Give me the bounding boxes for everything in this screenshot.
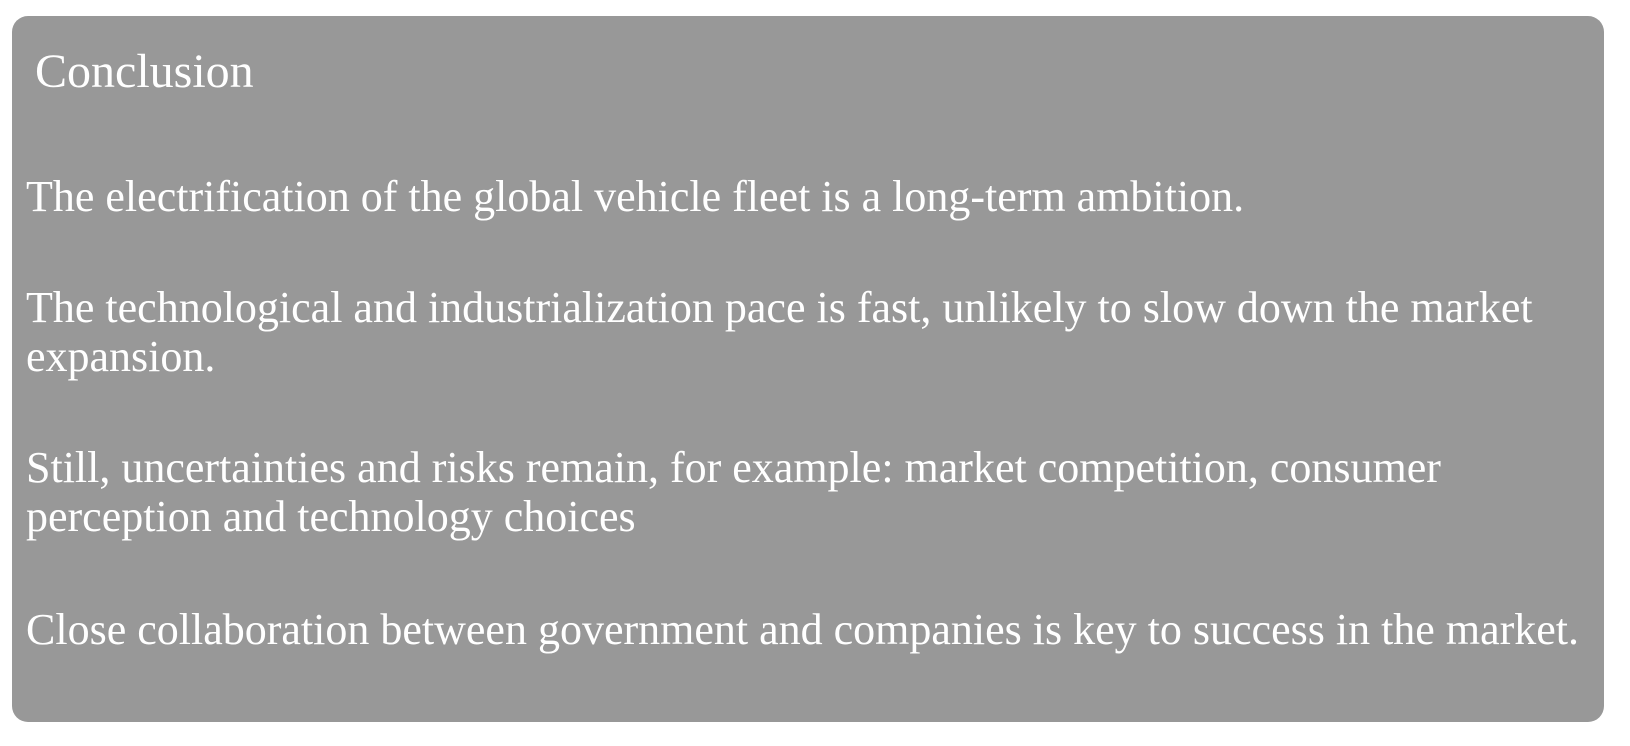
conclusion-paragraph-1: The electrification of the global vehicl… bbox=[26, 172, 1245, 221]
conclusion-card: Conclusion The electrification of the gl… bbox=[12, 16, 1604, 722]
slide-title: Conclusion bbox=[35, 45, 254, 98]
conclusion-paragraph-3: Still, uncertainties and risks remain, f… bbox=[26, 443, 1441, 541]
conclusion-paragraph-2: The technological and industrialization … bbox=[26, 283, 1533, 381]
conclusion-paragraph-4: Close collaboration between government a… bbox=[26, 605, 1579, 654]
